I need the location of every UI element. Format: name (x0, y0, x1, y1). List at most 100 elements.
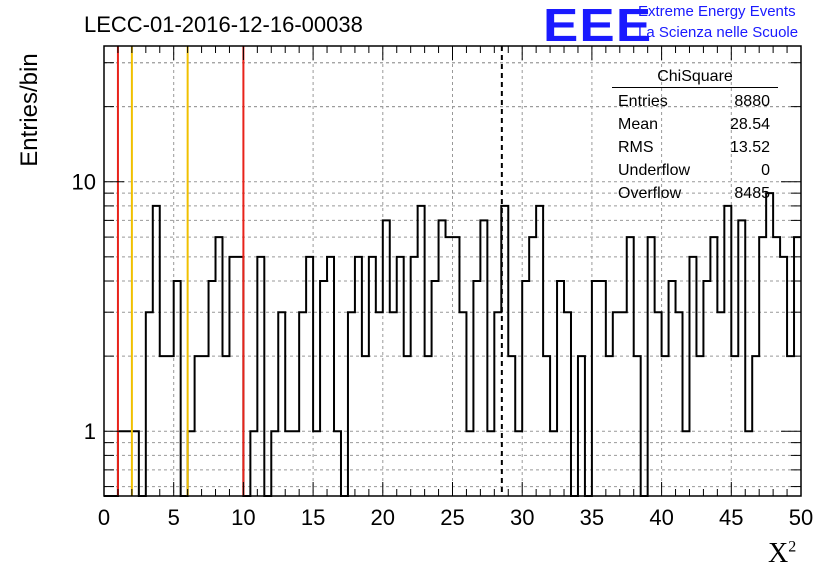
histogram-bin (459, 312, 466, 496)
histogram-bin (780, 257, 787, 496)
histogram-bin (536, 206, 543, 496)
x-axis-label-base: X (768, 538, 789, 569)
histogram-bin (397, 257, 404, 496)
histogram-bin (334, 431, 341, 496)
stats-value: 8880 (734, 93, 770, 110)
histogram-bin (543, 356, 550, 496)
histogram-bin (188, 431, 195, 496)
x-tick-label: 30 (510, 505, 534, 530)
histogram-bin (299, 312, 306, 496)
stats-box: ChiSquare Entries 8880 Mean 28.54 RMS 13.52… (612, 68, 778, 205)
histogram-bin (376, 312, 383, 496)
histogram-bin (222, 356, 229, 496)
histogram-bin (118, 431, 125, 496)
y-tick-label: 10 (72, 170, 96, 195)
histogram-bin (195, 356, 202, 496)
histogram-bin (683, 431, 690, 496)
histogram-bin (355, 257, 362, 496)
histogram-bin (285, 431, 292, 496)
histogram-bin (794, 237, 801, 496)
histogram-bin (515, 431, 522, 496)
x-tick-label: 40 (649, 505, 673, 530)
histogram-bin (306, 257, 313, 496)
histogram-step-line (104, 192, 801, 497)
histogram-bin (689, 257, 696, 496)
histogram-bin (655, 312, 662, 496)
stats-row-overflow: Overflow 8485 (612, 182, 778, 205)
histogram-bin (348, 312, 355, 496)
chart-title: LECC-01-2016-12-16-00038 (84, 12, 363, 37)
x-tick-label: 0 (98, 505, 110, 530)
histogram-bin (167, 356, 174, 496)
histogram-bin (202, 356, 209, 496)
histogram-bin (236, 257, 243, 496)
histogram-bin (773, 237, 780, 496)
logo-line-1: Extreme Energy Events (638, 3, 796, 20)
histogram-bin (146, 312, 153, 496)
stats-value: 0 (761, 162, 770, 179)
histogram-bin (487, 431, 494, 496)
stats-row-mean: Mean 28.54 (612, 113, 778, 136)
y-tick-label: 1 (84, 419, 96, 444)
histogram-bin (383, 220, 390, 496)
histogram-bin (439, 220, 446, 496)
histogram-bin (648, 237, 655, 496)
histogram-bin (446, 237, 453, 496)
histogram-bin (620, 312, 627, 496)
histogram-bin (627, 237, 634, 496)
histogram-bin (480, 220, 487, 496)
stats-value: 8485 (734, 185, 770, 202)
histogram-bin (592, 281, 599, 496)
histogram-bin (432, 281, 439, 496)
histogram-bin (634, 356, 641, 496)
histogram-bin (125, 431, 132, 496)
histogram-bin (759, 237, 766, 496)
histogram-bin (369, 257, 376, 496)
histogram-bin (724, 206, 731, 496)
histogram-bin (745, 431, 752, 496)
histogram-bin (662, 356, 669, 496)
x-tick-label: 15 (301, 505, 325, 530)
histogram-bin (313, 431, 320, 496)
histogram-bin (710, 237, 717, 496)
logo-line-2: La Scienza nelle Scuole (638, 24, 799, 41)
histogram-bin (160, 356, 167, 496)
histogram-bin (174, 281, 181, 496)
histogram-bin (411, 257, 418, 496)
histogram-bin (508, 356, 515, 496)
stats-row-rms: RMS 13.52 (612, 136, 778, 159)
histogram-bin (292, 431, 299, 496)
stats-row-underflow: Underflow 0 (612, 159, 778, 182)
histogram-bin (362, 356, 369, 496)
histogram-bin (327, 257, 334, 496)
histogram-bin (669, 281, 676, 496)
histogram-bin (676, 312, 683, 496)
histogram-bin (216, 237, 223, 496)
stats-label: RMS (618, 139, 654, 156)
x-axis-label-superscript: 2 (788, 538, 797, 556)
histogram-bin (564, 312, 571, 496)
histogram-bin (271, 431, 278, 496)
stats-row-entries: Entries 8880 (612, 90, 778, 113)
histogram-bin (738, 220, 745, 496)
x-tick-label: 20 (371, 505, 395, 530)
x-tick-label: 50 (789, 505, 813, 530)
histogram-bin (731, 356, 738, 496)
histogram-bin (418, 206, 425, 496)
histogram-bin (153, 206, 160, 496)
stats-value: 28.54 (729, 116, 770, 133)
histogram-bin (425, 356, 432, 496)
histogram-bin (494, 312, 501, 496)
histogram-bin (278, 312, 285, 496)
stats-label: Mean (618, 116, 659, 133)
histogram-bin (529, 237, 536, 496)
histogram-bin (453, 237, 460, 496)
x-tick-label: 10 (231, 505, 255, 530)
y-axis-label: Entries/bin (16, 53, 43, 167)
stats-label: Entries (618, 93, 668, 110)
stats-value: 13.52 (729, 139, 770, 156)
histogram-bin (466, 431, 473, 496)
histogram-bin (320, 281, 327, 496)
stats-label: Underflow (618, 162, 691, 179)
